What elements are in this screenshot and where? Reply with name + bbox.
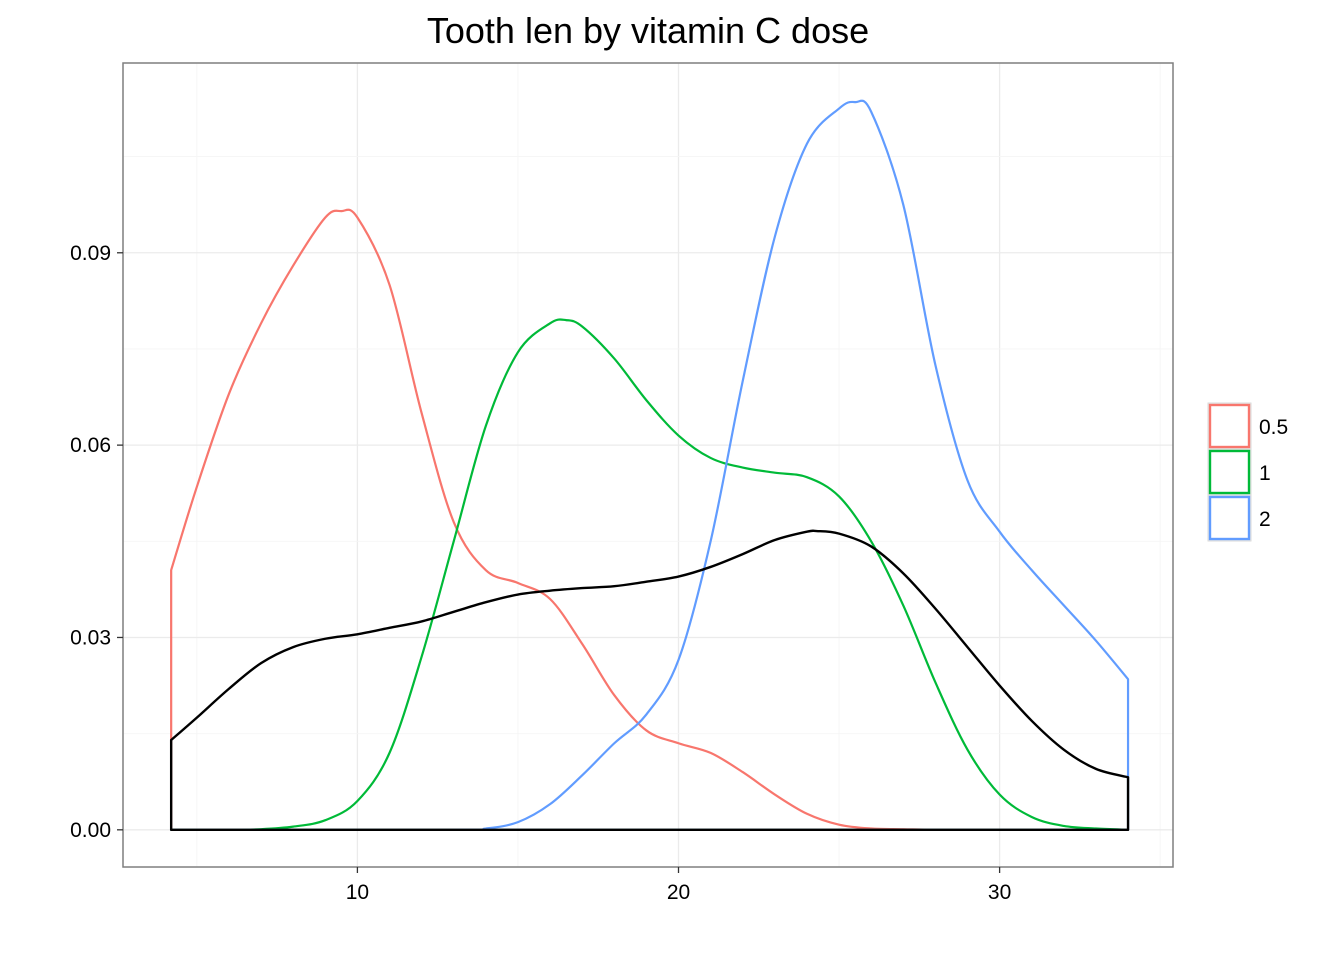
legend-label: 2 — [1259, 508, 1271, 531]
x-tick-label: 30 — [988, 881, 1011, 904]
legend-label: 1 — [1259, 462, 1271, 485]
y-tick-label: 0.09 — [70, 242, 111, 265]
chart-title: Tooth len by vitamin C dose — [426, 10, 870, 51]
y-tick-label: 0.00 — [70, 819, 111, 842]
x-tick-label: 10 — [346, 881, 369, 904]
legend-key-swatch — [1208, 495, 1251, 541]
legend-key-swatch — [1208, 403, 1251, 449]
grid-lines — [123, 63, 1173, 867]
legend-key-swatch — [1208, 449, 1251, 495]
density-curve-overall — [169, 529, 1130, 832]
x-tick-label: 20 — [667, 881, 690, 904]
density-curve-dose-0-5 — [170, 208, 1130, 831]
axes: 10 20 30 0.00 0.03 0.06 0.09 — [70, 242, 1011, 904]
density-curve-dose-2 — [170, 99, 1130, 832]
y-tick-label: 0.03 — [70, 626, 111, 649]
y-tick-label: 0.06 — [70, 434, 111, 457]
legend: 0.5 1 2 — [1207, 402, 1288, 542]
legend-label: 0.5 — [1259, 416, 1288, 439]
plot-panel-border — [122, 62, 1174, 868]
density-curves — [169, 99, 1130, 832]
density-curve-dose-1 — [170, 318, 1130, 831]
